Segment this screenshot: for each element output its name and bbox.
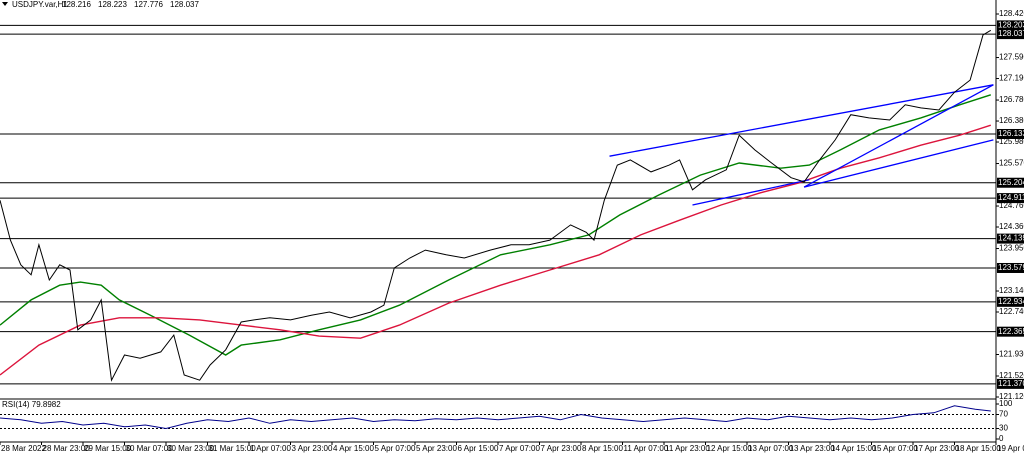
- y-tick-label: 127.590: [999, 53, 1024, 62]
- x-tick-label: 4 Apr 15:00: [333, 444, 374, 453]
- x-tick-label: 29 Mar 15:00: [84, 444, 132, 453]
- x-tick-label: 28 Mar 23:00: [43, 444, 91, 453]
- level-label-box: [997, 296, 1024, 307]
- line-series: [0, 405, 991, 430]
- level-label-box: [997, 20, 1024, 31]
- level-label-box: [997, 326, 1024, 337]
- line-series: [0, 29, 992, 382]
- y-tick-label: 128.420: [999, 9, 1024, 18]
- level-label: 124.139: [998, 234, 1024, 243]
- y-tick-label: 122.740: [999, 307, 1024, 316]
- y-tick-label: 121.520: [999, 371, 1024, 380]
- x-tick-label: 18 Apr 15:00: [956, 444, 1002, 453]
- ohlc-value: 128.223: [98, 0, 127, 9]
- level-label: 122.934: [998, 297, 1024, 306]
- y-tick-label: 126.380: [999, 116, 1024, 125]
- y-tick-label: 121.930: [999, 350, 1024, 359]
- y-tick-label: 30: [999, 424, 1008, 433]
- x-tick-label: 6 Apr 15:00: [458, 444, 499, 453]
- ohlc-value: 127.776: [134, 0, 163, 9]
- ohlc-value: 128.216: [62, 0, 91, 9]
- level-label: 128.037: [998, 29, 1024, 38]
- level-label-box: [997, 128, 1024, 139]
- x-tick-label: 13 Apr 07:00: [748, 444, 794, 453]
- x-tick-label: 30 Mar 07:00: [126, 444, 174, 453]
- x-tick-label: 31 Mar 15:00: [209, 444, 257, 453]
- level-label: 122.365: [998, 327, 1024, 336]
- level-label-box: [997, 378, 1024, 389]
- x-tick-label: 5 Apr 07:00: [375, 444, 416, 453]
- level-label-box: [997, 29, 1024, 40]
- level-label: 128.203: [998, 20, 1024, 29]
- line-series: [803, 139, 994, 188]
- level-label: 126.133: [998, 129, 1024, 138]
- y-tick-label: 126.780: [999, 95, 1024, 104]
- y-tick-label: 100: [999, 399, 1013, 408]
- y-tick-label: 124.360: [999, 222, 1024, 231]
- line-series: [803, 84, 994, 188]
- y-tick-label: 121.120: [999, 392, 1024, 401]
- x-tick-label: 28 Mar 2022: [1, 444, 46, 453]
- level-label: 121.370: [998, 379, 1024, 388]
- y-tick-label: 125.570: [999, 159, 1024, 168]
- level-label-box: [997, 193, 1024, 204]
- level-label-box: [997, 233, 1024, 244]
- y-tick-label: 123.950: [999, 244, 1024, 253]
- line-series: [609, 84, 994, 157]
- line-series: [692, 179, 810, 206]
- y-tick-label: 0: [999, 434, 1004, 443]
- y-tick-label: 127.190: [999, 74, 1024, 83]
- x-tick-label: 8 Apr 15:00: [582, 444, 623, 453]
- level-label: 125.204: [998, 178, 1024, 187]
- ohlc-value: 128.037: [170, 0, 199, 9]
- y-tick-label: 125.980: [999, 137, 1024, 146]
- x-tick-label: 7 Apr 23:00: [541, 444, 582, 453]
- x-tick-label: 11 Apr 23:00: [665, 444, 710, 453]
- x-tick-label: 3 Apr 23:00: [292, 444, 333, 453]
- x-tick-label: 14 Apr 15:00: [831, 444, 877, 453]
- level-label-box: [997, 262, 1024, 273]
- x-tick-label: 7 Apr 07:00: [499, 444, 540, 453]
- x-tick-label: 19 Apr 07:00: [997, 444, 1024, 453]
- menu-arrow: [2, 2, 8, 6]
- x-tick-label: 17 Apr 23:00: [914, 444, 960, 453]
- y-tick-label: 124.760: [999, 201, 1024, 210]
- y-tick-label: 123.140: [999, 286, 1024, 295]
- x-tick-label: 15 Apr 07:00: [873, 444, 919, 453]
- x-tick-label: 30 Mar 23:00: [167, 444, 215, 453]
- x-tick-label: 13 Apr 23:00: [790, 444, 836, 453]
- x-tick-label: 11 Apr 07:00: [624, 444, 669, 453]
- y-tick-label: 70: [999, 410, 1008, 419]
- level-label-box: [997, 177, 1024, 188]
- level-label: 123.579: [998, 263, 1024, 272]
- level-label: 124.911: [998, 193, 1024, 202]
- rsi-title: RSI(14) 79.8982: [2, 400, 61, 409]
- x-tick-label: 1 Apr 07:00: [250, 444, 291, 453]
- x-tick-label: 12 Apr 15:00: [707, 444, 753, 453]
- symbol: USDJPY.var,H1: [12, 0, 68, 9]
- x-tick-label: 5 Apr 23:00: [416, 444, 457, 453]
